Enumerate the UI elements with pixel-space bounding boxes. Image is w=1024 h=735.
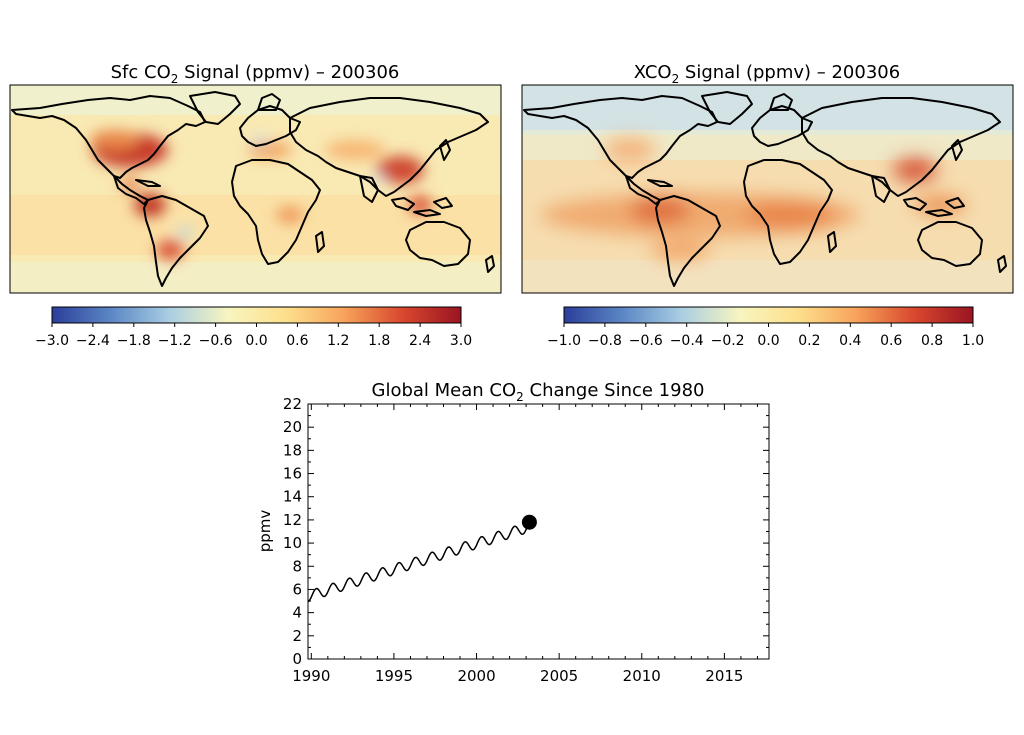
xco2-colorbar-tick-label: −0.2 bbox=[711, 333, 745, 349]
sfc-title-prefix: Sfc CO bbox=[111, 62, 171, 83]
sfc-hotspot-amazon bbox=[134, 193, 166, 217]
sfc-colorbar-tick-label: 1.8 bbox=[368, 333, 390, 349]
xco2-hotspot-north-america bbox=[604, 138, 656, 162]
xco2-colorbar-tick-label: −1.0 bbox=[547, 333, 581, 349]
xco2-colorbar-ticks: −1.0 −0.8 −0.6 −0.4 −0.2 0.0 0.2 0.4 0.6 0.8 1.0 bbox=[547, 323, 984, 349]
sfc-colorbar-tick-label: 0.0 bbox=[245, 333, 267, 349]
x-tick-label: 1990 bbox=[292, 667, 330, 685]
y-tick-label: 18 bbox=[283, 441, 302, 459]
xco2-hotspot-africa bbox=[745, 201, 835, 229]
xco2-title-subscript: 2 bbox=[672, 72, 680, 86]
xco2-colorbar-tick-label: 1.0 bbox=[962, 333, 984, 349]
xco2-hotspot-amazon bbox=[630, 196, 690, 224]
sfc-colorbar-tick-label: 0.6 bbox=[286, 333, 308, 349]
sfc-colorbar: −3.0 −2.4 −1.8 −1.2 −0.6 0.0 0.6 1.2 1.8 2.4 3.0 bbox=[35, 306, 472, 349]
sfc-hotspot-south-america bbox=[156, 240, 184, 260]
y-tick-label: 14 bbox=[283, 488, 302, 506]
sfc-colorbar-tick-label: −2.4 bbox=[76, 333, 110, 349]
xco2-title-suffix: Signal (ppmv) – 200306 bbox=[679, 62, 900, 83]
y-axis-label: ppmv bbox=[256, 510, 274, 553]
x-axis: 1990 1995 2000 2005 2010 2015 bbox=[292, 404, 758, 685]
sfc-hotspot-central-asia bbox=[325, 140, 385, 160]
x-tick-label: 2000 bbox=[457, 667, 495, 685]
sfc-colorbar-tick-label: 2.4 bbox=[409, 333, 431, 349]
sfc-colorbar-tick-label: −0.6 bbox=[199, 333, 233, 349]
xco2-panel: XCO2 Signal (ppmv) – 200306 −1.0 −0.8 −0.6… bbox=[521, 62, 1014, 349]
y-tick-label: 16 bbox=[283, 465, 302, 483]
xco2-colorbar-tick-label: 0.8 bbox=[921, 333, 943, 349]
sfc-map-ocean bbox=[10, 85, 501, 293]
sfc-map bbox=[10, 85, 501, 293]
xco2-hotspot-east-asia bbox=[893, 158, 937, 182]
y-tick-label: 12 bbox=[283, 511, 302, 529]
sfc-coldspot-india bbox=[373, 174, 387, 182]
xco2-colorbar-tick-label: −0.8 bbox=[588, 333, 622, 349]
sfc-map-frame bbox=[9, 84, 502, 294]
x-tick-label: 2015 bbox=[705, 667, 743, 685]
y-tick-label: 4 bbox=[292, 604, 302, 622]
x-tick-label: 2005 bbox=[540, 667, 578, 685]
sfc-title-suffix: Signal (ppmv) – 200306 bbox=[178, 62, 399, 83]
chart-title-prefix: Global Mean CO bbox=[372, 380, 517, 401]
sfc-title-subscript: 2 bbox=[171, 72, 179, 86]
chart-title: Global Mean CO2 Change Since 1980 bbox=[372, 380, 705, 404]
xco2-map-southern-band bbox=[522, 260, 1013, 293]
sfc-colorbar-tick-label: 1.2 bbox=[327, 333, 349, 349]
xco2-colorbar-gradient bbox=[563, 306, 974, 324]
sfc-coldspot-brazil bbox=[177, 227, 193, 237]
xco2-title-prefix: XCO bbox=[634, 62, 672, 83]
sfc-hotspot-canada bbox=[90, 130, 140, 150]
sfc-hotspot-africa bbox=[276, 207, 304, 223]
sfc-hotspot-central-america bbox=[120, 179, 140, 191]
chart-title-suffix: Change Since 1980 bbox=[524, 380, 705, 401]
y-tick-label: 0 bbox=[292, 650, 302, 668]
plot-area bbox=[307, 403, 770, 660]
xco2-map-arctic-band bbox=[522, 85, 1013, 135]
xco2-map-signal bbox=[540, 138, 966, 260]
sfc-colorbar-gradient bbox=[51, 306, 462, 324]
xco2-map bbox=[522, 85, 1013, 293]
xco2-colorbar-tick-label: 0.2 bbox=[798, 333, 820, 349]
sfc-colorbar-ticks: −3.0 −2.4 −1.8 −1.2 −0.6 0.0 0.6 1.2 1.8 2.4 3.0 bbox=[35, 323, 472, 349]
plot-series bbox=[308, 522, 531, 603]
sfc-coldspot-europe bbox=[250, 137, 270, 145]
co2-change-line bbox=[308, 522, 531, 603]
xco2-colorbar-tick-label: 0.6 bbox=[880, 333, 902, 349]
y-tick-label: 6 bbox=[292, 580, 302, 598]
y-tick-label: 10 bbox=[283, 534, 302, 552]
sfc-colorbar-tick-label: 3.0 bbox=[450, 333, 472, 349]
x-tick-label: 1995 bbox=[375, 667, 413, 685]
sfc-panel-title: Sfc CO2 Signal (ppmv) – 200306 bbox=[111, 62, 400, 86]
xco2-map-frame bbox=[521, 84, 1014, 294]
sfc-colorbar-tick-label: −3.0 bbox=[35, 333, 69, 349]
chart-title-subscript: 2 bbox=[516, 390, 524, 404]
xco2-colorbar-tick-label: −0.4 bbox=[670, 333, 704, 349]
y-tick-label: 22 bbox=[283, 395, 302, 413]
current-value-marker bbox=[521, 514, 537, 530]
xco2-colorbar: −1.0 −0.8 −0.6 −0.4 −0.2 0.0 0.2 0.4 0.6 0.8 1.0 bbox=[547, 306, 984, 349]
global-mean-chart: Global Mean CO2 Change Since 1980 ppmv 1… bbox=[256, 380, 770, 685]
xco2-colorbar-tick-label: −0.6 bbox=[629, 333, 663, 349]
sfc-map-southern-band bbox=[10, 262, 501, 293]
y-tick-label: 2 bbox=[292, 627, 302, 645]
y-tick-label: 8 bbox=[292, 557, 302, 575]
xco2-colorbar-tick-label: 0.0 bbox=[757, 333, 779, 349]
sfc-colorbar-tick-label: −1.8 bbox=[117, 333, 151, 349]
x-tick-label: 2010 bbox=[623, 667, 661, 685]
sfc-co2-panel: Sfc CO2 Signal (ppmv) – 200306 bbox=[9, 62, 502, 349]
sfc-colorbar-tick-label: −1.2 bbox=[158, 333, 192, 349]
xco2-colorbar-tick-label: 0.4 bbox=[839, 333, 861, 349]
y-tick-label: 20 bbox=[283, 418, 302, 436]
xco2-panel-title: XCO2 Signal (ppmv) – 200306 bbox=[634, 62, 900, 86]
